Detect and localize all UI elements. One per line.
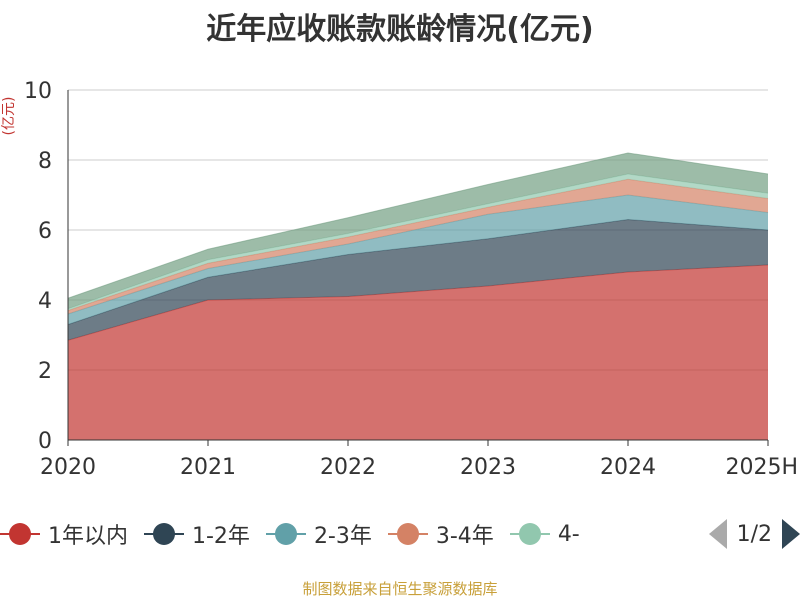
series-area: [68, 174, 768, 311]
x-tick-label: 2024: [600, 455, 656, 480]
legend-item[interactable]: 1-2年: [144, 518, 250, 550]
x-tick-label: 2021: [180, 455, 236, 480]
x-tick-label: 2022: [320, 455, 376, 480]
legend-marker-icon: [387, 522, 428, 546]
x-tick-label: 2023: [460, 455, 516, 480]
legend: 1年以内 1-2年 2-3年 3-4年 4- 1/2: [0, 514, 800, 554]
y-tick-label: 2: [38, 359, 52, 384]
legend-label: 3-4年: [435, 524, 494, 549]
triangle-right-icon[interactable]: [782, 519, 800, 549]
legend-page-info: 1/2: [736, 521, 772, 547]
y-tick-label: 0: [38, 429, 52, 454]
legend-marker-icon: [0, 522, 40, 546]
series-area: [68, 265, 768, 440]
x-tick-label: 2020: [40, 455, 96, 480]
legend-marker-icon: [509, 522, 550, 546]
x-tick-label: 2025H: [725, 455, 798, 480]
y-tick-label: 10: [24, 79, 52, 104]
y-tick-label: 8: [38, 149, 52, 174]
legend-item[interactable]: 3-4年: [387, 518, 494, 550]
legend-item[interactable]: 2-3年: [265, 518, 372, 550]
y-tick-label: 4: [38, 289, 52, 314]
data-source-footer: 制图数据来自恒生聚源数据库: [302, 580, 498, 598]
series-line: [67, 152, 769, 299]
series-area: [68, 219, 768, 341]
legend-item[interactable]: 4-: [509, 521, 580, 547]
series-area: [68, 153, 768, 309]
series-area: [68, 195, 768, 325]
legend-marker-icon: [144, 522, 184, 546]
y-tick-label: 6: [38, 219, 52, 244]
legend-label: 4-: [557, 521, 580, 547]
series-area: [68, 179, 768, 314]
chart-title: 近年应收账款账龄情况(亿元): [206, 12, 594, 47]
legend-label: 1年以内: [48, 524, 128, 549]
legend-label: 1-2年: [192, 524, 250, 549]
triangle-left-icon[interactable]: [708, 519, 727, 549]
legend-marker-icon: [265, 522, 306, 546]
legend-item[interactable]: 1年以内: [0, 518, 128, 550]
legend-pager: 1/2: [700, 514, 800, 554]
legend-label: 2-3年: [313, 524, 372, 549]
